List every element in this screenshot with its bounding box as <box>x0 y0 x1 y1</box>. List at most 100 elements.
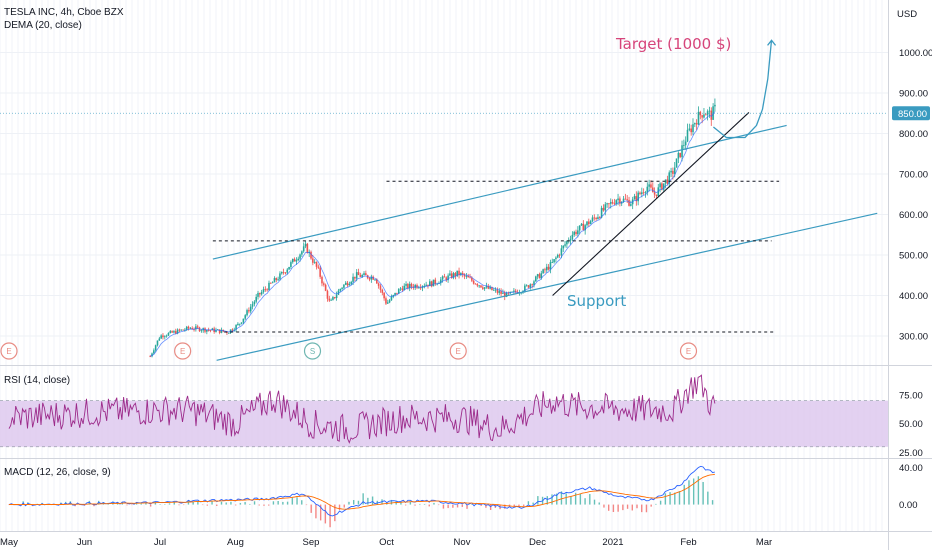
candle[interactable] <box>343 284 345 288</box>
candle[interactable] <box>233 329 236 331</box>
candle[interactable] <box>712 106 714 120</box>
candle[interactable] <box>701 115 703 118</box>
candle[interactable] <box>196 326 199 328</box>
candle[interactable] <box>260 292 263 295</box>
candle[interactable] <box>277 279 279 281</box>
candle[interactable] <box>249 306 252 312</box>
candle[interactable] <box>672 170 674 174</box>
candle[interactable] <box>185 326 188 330</box>
candle[interactable] <box>169 331 172 333</box>
candle[interactable] <box>288 266 290 270</box>
candle[interactable] <box>399 288 402 290</box>
candle[interactable] <box>164 336 166 338</box>
candle[interactable] <box>529 284 532 288</box>
candle[interactable] <box>246 310 248 316</box>
lower-channel-line[interactable] <box>216 212 878 361</box>
candle[interactable] <box>597 217 599 219</box>
candle[interactable] <box>180 329 183 331</box>
candle[interactable] <box>648 184 650 187</box>
candle[interactable] <box>699 111 702 116</box>
candle[interactable] <box>476 284 479 286</box>
candle[interactable] <box>684 141 687 146</box>
candle[interactable] <box>397 289 400 294</box>
candle[interactable] <box>635 196 638 202</box>
candle[interactable] <box>662 183 665 190</box>
candle[interactable] <box>580 223 583 226</box>
candle[interactable] <box>661 183 663 190</box>
candle[interactable] <box>317 266 320 268</box>
candle[interactable] <box>156 340 159 346</box>
candle[interactable] <box>708 110 711 112</box>
candle[interactable] <box>666 179 669 184</box>
dema-indicator-label[interactable]: DEMA (20, close) <box>4 20 82 31</box>
candle[interactable] <box>582 223 585 231</box>
candle[interactable] <box>536 274 539 277</box>
candle[interactable] <box>591 217 594 222</box>
candle[interactable] <box>396 292 398 294</box>
candle[interactable] <box>165 335 168 337</box>
candle[interactable] <box>386 302 389 304</box>
candle[interactable] <box>469 277 471 279</box>
candle[interactable] <box>365 273 367 276</box>
candle[interactable] <box>471 277 473 281</box>
candle[interactable] <box>355 272 358 279</box>
candle[interactable] <box>361 275 363 277</box>
candle[interactable] <box>545 266 548 271</box>
candle[interactable] <box>195 326 197 330</box>
candle[interactable] <box>514 290 517 293</box>
candle[interactable] <box>257 292 259 297</box>
candle[interactable] <box>644 192 647 194</box>
candle[interactable] <box>321 276 323 284</box>
candle[interactable] <box>407 284 409 289</box>
candle[interactable] <box>694 123 696 125</box>
candle[interactable] <box>538 274 541 279</box>
candle[interactable] <box>642 192 645 194</box>
candle[interactable] <box>598 217 601 218</box>
candle[interactable] <box>408 283 411 289</box>
candle[interactable] <box>449 273 451 276</box>
candle[interactable] <box>485 286 488 288</box>
candle[interactable] <box>491 286 493 291</box>
candle[interactable] <box>465 276 468 277</box>
candle[interactable] <box>617 198 619 201</box>
candle[interactable] <box>533 281 535 286</box>
macd-signal-line[interactable] <box>8 473 715 510</box>
candle[interactable] <box>151 353 153 357</box>
candle[interactable] <box>162 335 164 338</box>
candle[interactable] <box>270 282 272 284</box>
target-projection-path[interactable] <box>712 40 773 139</box>
candle[interactable] <box>333 297 336 299</box>
candle[interactable] <box>695 123 698 125</box>
earnings-event-marker[interactable] <box>449 342 467 360</box>
candle[interactable] <box>628 199 630 206</box>
candle[interactable] <box>664 179 667 184</box>
candle[interactable] <box>450 273 453 278</box>
candle[interactable] <box>604 204 607 211</box>
candle[interactable] <box>606 203 608 205</box>
candle[interactable] <box>291 258 294 263</box>
rsi-line[interactable] <box>8 374 716 444</box>
candle[interactable] <box>348 283 351 286</box>
candle[interactable] <box>496 289 499 293</box>
candle[interactable] <box>472 280 475 284</box>
candle[interactable] <box>650 184 652 188</box>
candle[interactable] <box>207 329 210 331</box>
candle[interactable] <box>637 192 639 202</box>
candle[interactable] <box>677 152 680 159</box>
candle[interactable] <box>553 259 555 263</box>
candle[interactable] <box>301 251 303 255</box>
earnings-event-marker[interactable] <box>679 342 698 360</box>
candle[interactable] <box>710 110 713 120</box>
candle[interactable] <box>339 288 342 291</box>
candle[interactable] <box>584 225 586 231</box>
candle[interactable] <box>714 104 716 107</box>
candle[interactable] <box>350 281 353 284</box>
candle[interactable] <box>279 273 281 280</box>
candle[interactable] <box>374 279 376 281</box>
candle[interactable] <box>390 296 393 301</box>
candle[interactable] <box>275 278 278 280</box>
candle[interactable] <box>500 291 502 294</box>
candle[interactable] <box>540 273 543 279</box>
candle[interactable] <box>251 304 254 307</box>
